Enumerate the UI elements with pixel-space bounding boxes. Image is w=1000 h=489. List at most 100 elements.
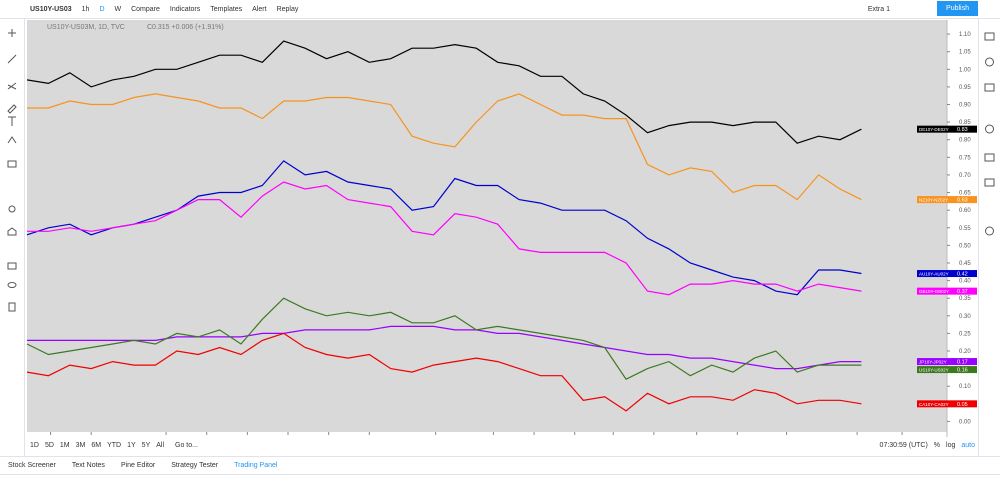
range-button[interactable]: 6M <box>91 442 102 449</box>
last-value: 0.37 <box>957 289 968 295</box>
range-button[interactable]: 5D <box>44 442 54 449</box>
range-button[interactable]: All <box>156 442 165 449</box>
tool-icons <box>7 29 17 312</box>
chart-subtitle: C0.315 +0.006 (+1.91%) <box>147 24 224 31</box>
eye-icon[interactable] <box>7 282 17 288</box>
series-line <box>26 40 862 144</box>
tab[interactable]: Trading Panel <box>234 462 278 469</box>
publish-button[interactable]: Publish <box>937 1 978 16</box>
interval[interactable]: 1h <box>81 5 90 13</box>
right-toolbar <box>978 19 1000 456</box>
alert[interactable]: Alert <box>252 5 267 13</box>
legend-entry: AU10Y-AU02Y <box>919 272 949 277</box>
legend-entry: DE10Y-DE02Y <box>919 127 949 132</box>
legend-badge <box>917 366 977 374</box>
y-tick-label: 0.00 <box>959 419 971 425</box>
replay[interactable]: Replay <box>276 5 299 13</box>
calendar-icon[interactable] <box>984 83 995 92</box>
series-line <box>27 181 862 296</box>
lock-icon[interactable] <box>7 262 17 270</box>
brush-icon[interactable] <box>7 104 17 114</box>
text-icon[interactable] <box>8 116 16 126</box>
y-tick-label: 0.30 <box>959 314 971 320</box>
last-value: 0.05 <box>957 402 968 408</box>
legend-entry: NZ10Y-NZ02Y <box>919 198 948 203</box>
chat-icon[interactable] <box>984 153 995 162</box>
compare[interactable]: Compare <box>131 5 160 13</box>
range-button[interactable]: 1Y <box>127 442 136 449</box>
right-icons <box>984 32 995 236</box>
legend-badge <box>917 358 977 366</box>
y-tick-label: 0.75 <box>959 155 971 161</box>
goto-button[interactable]: Go to... <box>175 442 198 449</box>
y-tick-label: 1.05 <box>959 50 971 56</box>
bottom-tabs: Stock Screener Text Notes Pine Editor Strat… <box>0 456 1000 475</box>
y-tick-label: 0.60 <box>959 208 971 214</box>
range-button[interactable]: YTD <box>107 442 122 449</box>
y-tick-label: 1.00 <box>959 67 971 73</box>
layout[interactable]: Extra 1 <box>867 5 890 13</box>
top-toolbar: US10Y-US03 1h D W Compare Indicators Tem… <box>0 0 1000 19</box>
symbol[interactable]: US10Y-US03 <box>30 5 72 13</box>
series-line <box>26 160 862 296</box>
ruler-icon[interactable] <box>7 160 17 168</box>
legend-badge <box>917 400 977 408</box>
cursor-icon[interactable] <box>8 29 16 37</box>
ideas-icon[interactable] <box>985 124 994 134</box>
fib-icon[interactable] <box>7 82 17 90</box>
pattern-icon[interactable] <box>7 136 17 144</box>
left-toolbar <box>0 19 25 456</box>
chart: US10Y-US03M, 1D, TVC C0.315 +0.006 (+1.9… <box>26 20 977 437</box>
y-tick-label: 0.35 <box>959 296 971 302</box>
range-toolbar: 1D 5D 1M 3M 6M YTD 1Y 5Y All Go to... 07:30:59 (UT… <box>27 437 978 454</box>
log-toggle[interactable]: log <box>946 442 956 449</box>
legend-entry: GB10Y-GB02Y <box>919 289 949 294</box>
range-button[interactable]: 1M <box>59 442 70 449</box>
legend-badge <box>917 125 977 133</box>
clock: 07:30:59 (UTC) <box>879 442 928 449</box>
percent-toggle[interactable]: % <box>933 442 941 449</box>
y-tick-label: 0.65 <box>959 191 971 197</box>
magnet-icon[interactable] <box>7 227 17 236</box>
y-tick-label: 0.55 <box>959 226 971 232</box>
y-tick-label: 0.10 <box>959 384 971 390</box>
y-tick-label: 0.85 <box>959 120 971 126</box>
auto-toggle[interactable]: auto <box>961 442 975 449</box>
last-value: 0.83 <box>957 127 968 133</box>
y-tick-label: 0.80 <box>959 138 971 144</box>
range-button[interactable]: 1D <box>30 442 39 449</box>
interval[interactable]: D <box>99 5 105 13</box>
tab[interactable]: Pine Editor <box>120 462 156 469</box>
legend-entry: CA10Y-CA02Y <box>919 402 949 407</box>
series-line <box>27 93 862 201</box>
range-button[interactable]: 3M <box>75 442 86 449</box>
interval[interactable]: W <box>114 5 122 13</box>
legend-entry: US10Y-US02Y <box>919 368 949 373</box>
y-tick-label: 0.20 <box>959 349 971 355</box>
legend-badge <box>917 287 977 295</box>
tab[interactable]: Stock Screener <box>8 462 56 469</box>
zoom-icon[interactable] <box>8 205 16 213</box>
legend-badge <box>917 196 977 204</box>
tab[interactable]: Text Notes <box>71 462 105 469</box>
range-button[interactable]: 5Y <box>141 442 151 449</box>
watchlist-icon[interactable] <box>984 32 995 41</box>
y-tick-label: 0.70 <box>959 173 971 179</box>
chart-title: US10Y-US03M, 1D, TVC <box>47 24 125 31</box>
hotlist-icon[interactable] <box>985 226 994 236</box>
notes-icon[interactable] <box>984 178 995 187</box>
y-tick-label: 1.10 <box>959 32 971 38</box>
indicators[interactable]: Indicators <box>169 5 201 13</box>
plot-background <box>27 20 947 432</box>
templates[interactable]: Templates <box>210 5 243 13</box>
legend-entry: JP10Y-JP02Y <box>919 360 947 365</box>
alerts-icon[interactable] <box>985 57 994 67</box>
series-line <box>26 297 862 380</box>
line-icon[interactable] <box>7 54 17 64</box>
y-tick-label: 0.50 <box>959 243 971 249</box>
last-value: 0.16 <box>957 368 968 374</box>
last-value: 0.63 <box>957 198 968 204</box>
tab[interactable]: Strategy Tester <box>171 462 219 469</box>
trash-icon[interactable] <box>8 302 16 312</box>
legend-badge <box>917 270 977 278</box>
